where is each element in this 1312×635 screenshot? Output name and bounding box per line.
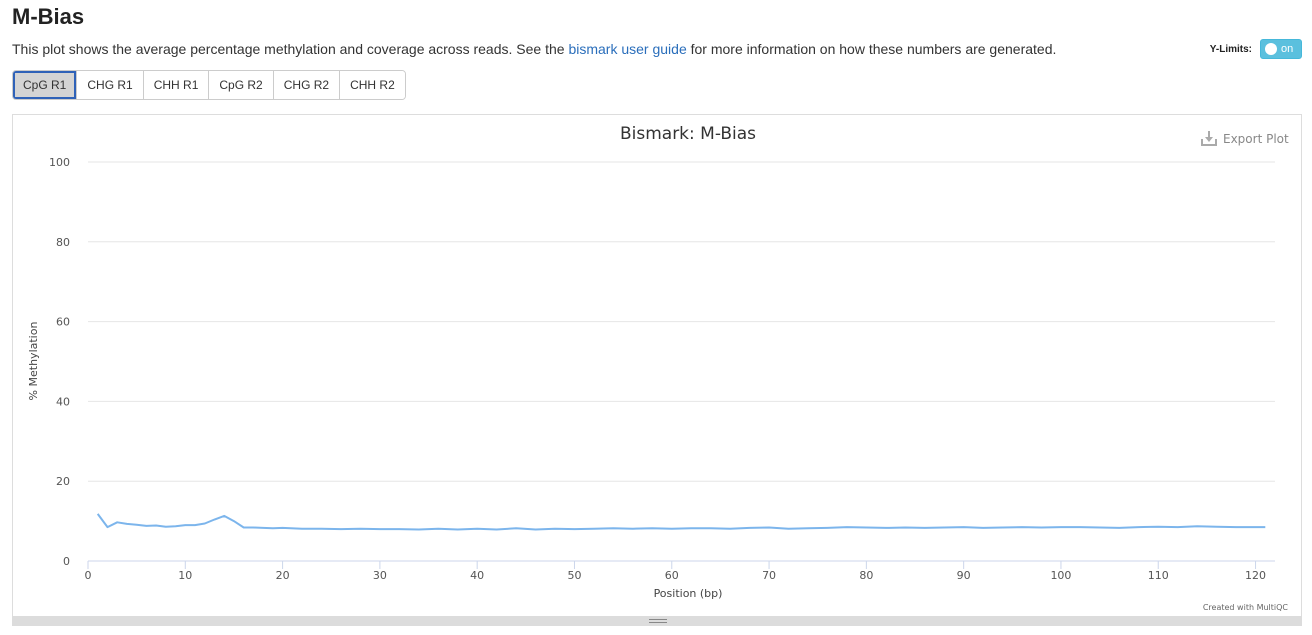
page-title: M-Bias — [12, 4, 85, 29]
export-plot-label: Export Plot — [1223, 132, 1289, 146]
context-tabs: CpG R1 CHG R1 CHH R1 CpG R2 CHG R2 CHH R… — [12, 70, 406, 100]
description-text-after: for more information on how these number… — [686, 41, 1057, 57]
y-limits-label: Y-Limits: — [1209, 43, 1252, 55]
y-tick-label: 20 — [56, 475, 70, 488]
tab-chg-r2[interactable]: CHG R2 — [273, 71, 341, 99]
export-plot-button[interactable]: Export Plot — [1201, 131, 1289, 146]
y-limits-control: Y-Limits: on — [1210, 39, 1302, 59]
tab-cpg-r1[interactable]: CpG R1 — [13, 71, 78, 99]
tab-chh-r2[interactable]: CHH R2 — [340, 71, 405, 99]
axes: 0 20 40 60 80 100 0 10 20 30 40 50 60 70 80 90 100 110 120 — [49, 156, 1275, 582]
x-tick-label: 50 — [567, 569, 581, 582]
x-tick-label: 10 — [178, 569, 192, 582]
chart-title: Bismark: M-Bias — [620, 124, 756, 144]
x-tick-label: 90 — [957, 569, 971, 582]
y-tick-label: 0 — [63, 555, 70, 568]
x-tick-label: 30 — [373, 569, 387, 582]
y-axis-label: % Methylation — [27, 322, 40, 401]
multiqc-credit: Created with MultiQC — [1203, 603, 1289, 612]
x-tick-label: 0 — [85, 569, 92, 582]
download-icon — [1201, 131, 1217, 146]
plot-description: This plot shows the average percentage m… — [12, 41, 1056, 57]
plot-container: 0 20 40 60 80 100 0 10 20 30 40 50 60 70 80 90 100 110 120… — [12, 114, 1302, 626]
tab-cpg-r2[interactable]: CpG R2 — [209, 71, 274, 99]
tab-chh-r1[interactable]: CHH R1 — [143, 71, 210, 99]
x-tick-label: 100 — [1050, 569, 1071, 582]
y-tick-label: 60 — [56, 316, 70, 329]
x-tick-label: 80 — [859, 569, 873, 582]
x-axis-label: Position (bp) — [654, 587, 723, 600]
series-layer — [96, 513, 1266, 531]
tab-chg-r1[interactable]: CHG R1 — [77, 71, 144, 99]
mbias-chart: 0 20 40 60 80 100 0 10 20 30 40 50 60 70 80 90 100 110 120… — [27, 124, 1289, 612]
bismark-user-guide-link[interactable]: bismark user guide — [568, 41, 687, 57]
x-tick-label: 110 — [1148, 569, 1169, 582]
y-tick-label: 40 — [56, 395, 70, 408]
grid-lines — [88, 161, 1275, 482]
toggle-knob-icon — [1265, 43, 1277, 55]
y-tick-label: 80 — [56, 236, 70, 249]
toggle-state-text: on — [1281, 43, 1294, 55]
y-limits-toggle[interactable]: on — [1260, 39, 1302, 59]
x-tick-label: 120 — [1245, 569, 1266, 582]
resize-grip-icon — [649, 619, 667, 623]
plot-resize-handle[interactable] — [12, 616, 1302, 626]
x-tick-label: 20 — [276, 569, 290, 582]
x-tick-label: 60 — [665, 569, 679, 582]
description-text-before: This plot shows the average percentage m… — [12, 41, 569, 57]
x-tick-label: 70 — [762, 569, 776, 582]
x-tick-label: 40 — [470, 569, 484, 582]
series-line — [96, 513, 1266, 531]
y-tick-label: 100 — [49, 156, 70, 169]
